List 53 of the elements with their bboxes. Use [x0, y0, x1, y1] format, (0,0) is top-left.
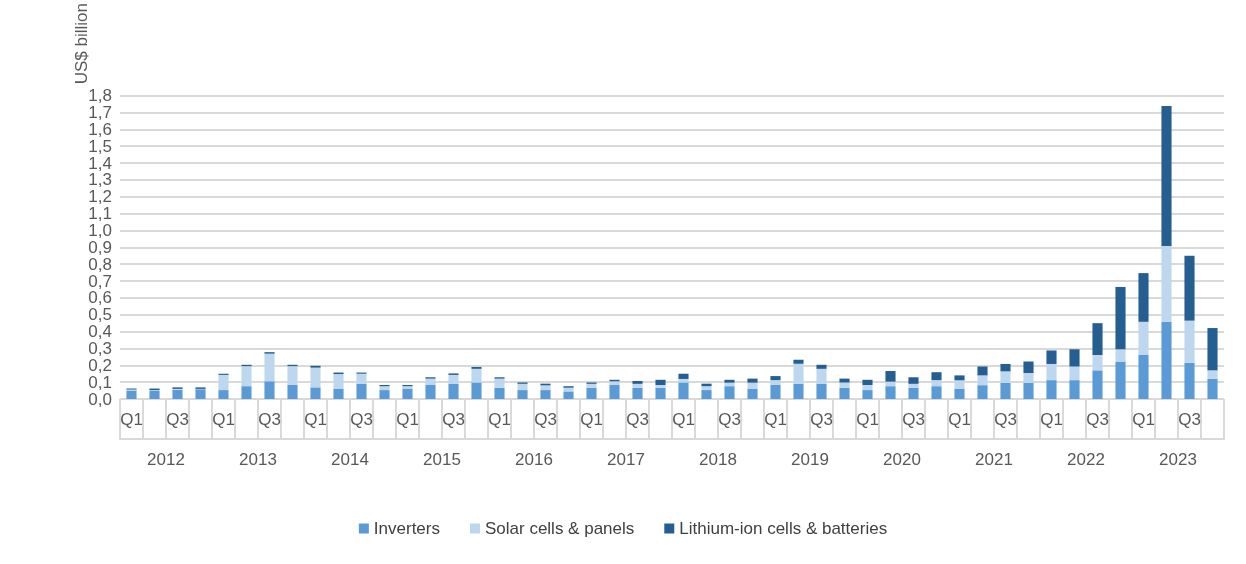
x-tick-label: Q3 [810, 410, 833, 429]
x-tick-label: Q1 [580, 410, 603, 429]
text: 2015 [423, 450, 461, 469]
x-tick-label: Q3 [626, 410, 649, 429]
x-tick-label: Q1 [304, 410, 327, 429]
text: 2019 [791, 450, 829, 469]
y-tick-label: 1,4 [88, 153, 112, 173]
x-tick-label: Q3 [1086, 410, 1109, 429]
y-tick-label: 0,0 [88, 389, 112, 409]
text: 2017 [607, 450, 645, 469]
y-tick-label: 0,8 [88, 254, 112, 274]
x-tick-label: Q3 [902, 410, 925, 429]
y-tick-label: 0,9 [88, 237, 112, 257]
x-tick-label: Q1 [1040, 410, 1063, 429]
x-tick-label: Q3 [1178, 410, 1201, 429]
text: 2022 [1067, 450, 1105, 469]
legend-label: Inverters [373, 519, 440, 538]
x-tick-label: Q3 [166, 410, 189, 429]
text: 2012 [147, 450, 185, 469]
text: 2013 [239, 450, 277, 469]
text: 2021 [975, 450, 1013, 469]
x-tick-label: Q3 [442, 410, 465, 429]
x-tick-label: Q1 [396, 410, 419, 429]
x-tick-label: Q1 [1132, 410, 1155, 429]
x-tick-label: Q3 [994, 410, 1017, 429]
legend-label: Solar cells & panels [484, 519, 635, 538]
y-tick-label: 1,2 [88, 187, 112, 207]
y-tick-label: 0,5 [88, 305, 112, 325]
y-tick-label: 0,7 [88, 271, 112, 291]
x-tick-label: Q1 [764, 410, 787, 429]
y-tick-label: 1,5 [88, 136, 112, 156]
text: 2023 [1159, 450, 1197, 469]
y-tick-label: 1,8 [88, 86, 112, 106]
x-tick-label: Q1 [212, 410, 235, 429]
x-tick-label: Q1 [856, 410, 879, 429]
x-tick-label: Q1 [672, 410, 695, 429]
x-tick-label: Q1 [488, 410, 511, 429]
x-tick-label: Q1 [120, 410, 143, 429]
y-tick-label: 0,6 [88, 288, 112, 308]
text: 2018 [699, 450, 737, 469]
text: 2016 [515, 450, 553, 469]
y-axis-title: US$ billion [72, 3, 91, 85]
x-tick-label: Q1 [948, 410, 971, 429]
x-tick-label: Q3 [258, 410, 281, 429]
y-tick-label: 0,2 [88, 355, 112, 375]
x-tick-label: Q3 [718, 410, 741, 429]
text: 2020 [883, 450, 921, 469]
legend-label: Lithium-ion cells & batteries [679, 519, 888, 538]
text: 2014 [331, 450, 369, 469]
x-tick-label: Q3 [350, 410, 373, 429]
y-tick-label: 1,3 [88, 170, 112, 190]
x-tick-label: Q3 [534, 410, 557, 429]
y-tick-label: 0,1 [88, 372, 112, 392]
